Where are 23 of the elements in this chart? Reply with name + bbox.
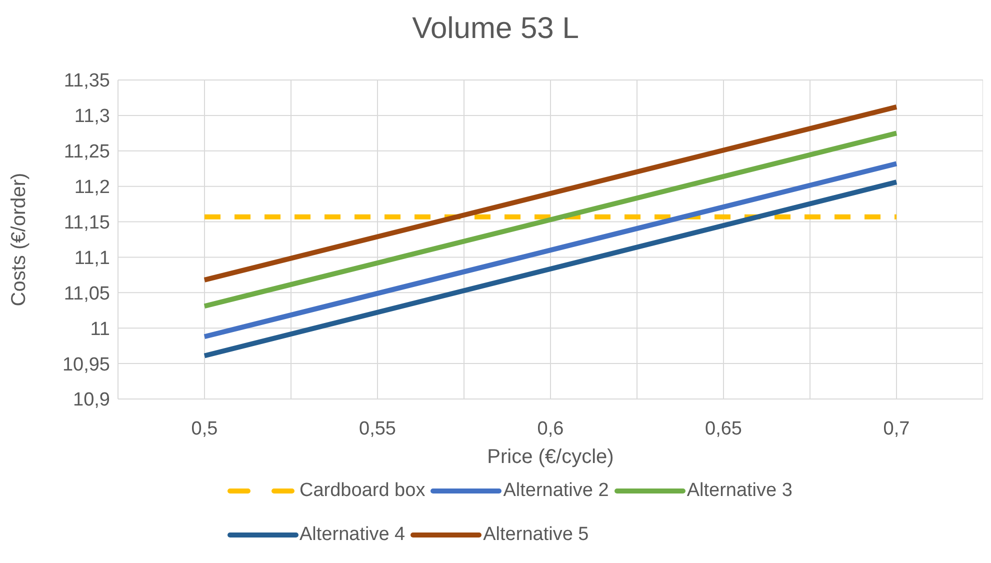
y-tick-label: 11,2 <box>74 177 110 198</box>
y-tick-label: 10,95 <box>62 354 110 376</box>
x-tick-label: 0,5 <box>191 418 218 440</box>
y-tick-label: 10,9 <box>73 390 110 411</box>
y-tick-label: 11,3 <box>74 106 110 128</box>
y-tick-label: 11,05 <box>64 283 110 304</box>
x-axis-title: Price (€/cycle) <box>487 446 614 468</box>
x-tick-label: 0,65 <box>705 418 742 440</box>
legend-label: Alternative 2 <box>503 480 609 502</box>
legend-label: Alternative 4 <box>300 524 406 546</box>
y-tick-label: 11,25 <box>64 142 110 163</box>
y-axis-title: Costs (€/order) <box>8 172 30 306</box>
legend-label: Alternative 3 <box>686 480 792 502</box>
y-tick-label: 11,1 <box>74 248 110 269</box>
chart-title: Volume 53 L <box>411 11 580 47</box>
y-tick-label: 11,35 <box>64 70 110 92</box>
y-tick-label: 11,15 <box>64 212 110 234</box>
x-tick-label: 0,55 <box>359 418 396 440</box>
x-tick-label: 0,6 <box>537 418 564 440</box>
x-tick-label: 0,7 <box>883 418 910 440</box>
legend-label: Cardboard box <box>300 480 426 502</box>
y-tick-label: 11 <box>90 318 110 340</box>
legend-label: Alternative 5 <box>483 524 589 546</box>
